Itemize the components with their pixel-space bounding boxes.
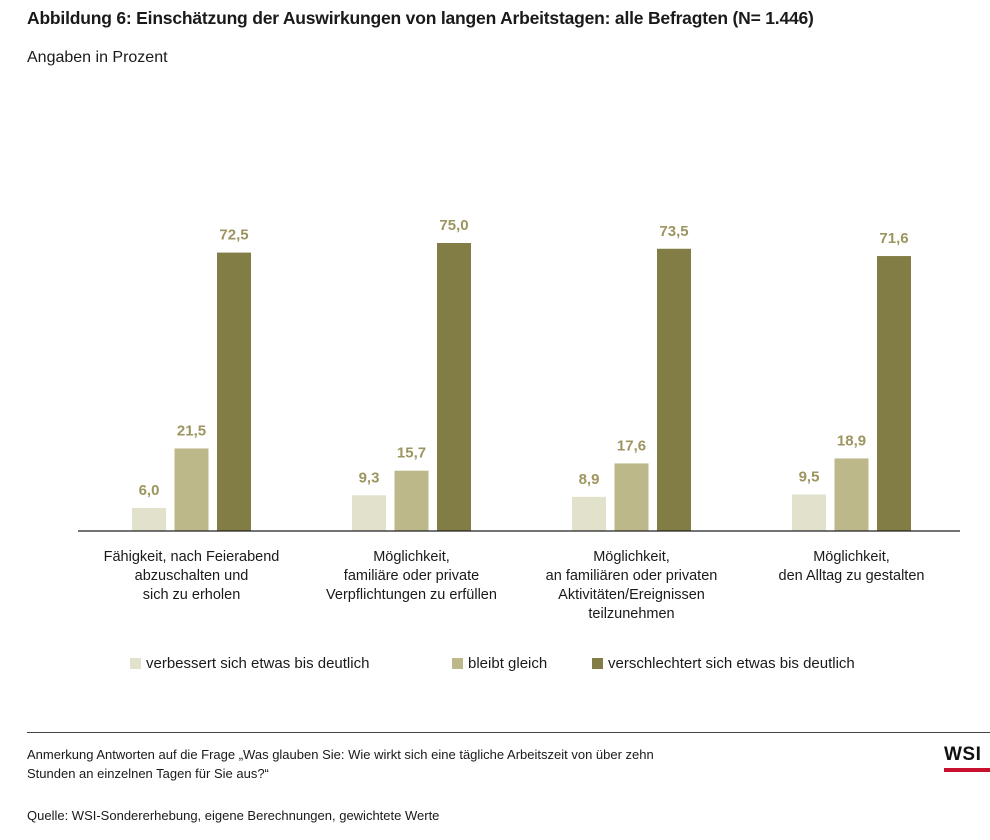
data-label-series3-cat3: 73,5 xyxy=(659,223,688,240)
bar-series3-cat1 xyxy=(217,252,251,531)
legend-item-1: verbessert sich etwas bis deutlich xyxy=(130,655,369,672)
bar-series2-cat1 xyxy=(174,448,209,531)
category-label-1-line-2: abzuschalten und xyxy=(134,568,249,584)
category-label-3: Möglichkeit, an familiären oder privaten A… xyxy=(517,548,747,624)
legend-swatch-1 xyxy=(130,658,141,669)
legend-label-1: verbessert sich etwas bis deutlich xyxy=(146,655,370,672)
data-label-series2-cat4: 18,9 xyxy=(837,432,866,449)
footnote-line-1: Anmerkung Antworten auf die Frage „Was g… xyxy=(27,747,654,762)
legend-item-2: bleibt gleich xyxy=(452,655,547,672)
chart-title: Abbildung 6: Einschätzung der Auswirkung… xyxy=(27,8,814,28)
data-label-series2-cat2: 15,7 xyxy=(397,445,426,462)
bar-series2-cat2 xyxy=(394,470,429,531)
wsi-logo: WSI xyxy=(944,744,982,765)
category-label-1: Fähigkeit, nach Feierabend abzuschalten u… xyxy=(77,548,307,605)
category-label-2-line-1: Möglichkeit, xyxy=(373,549,450,565)
footnote: Anmerkung Antworten auf die Frage „Was g… xyxy=(27,745,827,783)
legend-item-3: verschlechtert sich etwas bis deutlich xyxy=(592,655,855,672)
category-label-1-line-1: Fähigkeit, nach Feierabend xyxy=(103,549,280,565)
category-label-3-line-2: an familiären oder privaten xyxy=(545,568,718,584)
data-label-series1-cat2: 9,3 xyxy=(359,469,380,486)
data-label-series1-cat1: 6,0 xyxy=(139,482,160,499)
bar-series3-cat4 xyxy=(877,256,911,531)
bar-chart: 6,0 21,5 72,5 9,3 15,7 75,0 8,9 17,6 73,5 9,5 18,9… xyxy=(78,217,960,532)
bar-series1-cat1 xyxy=(132,507,166,531)
bar-series1-cat4 xyxy=(792,494,826,531)
footnote-line-2: Stunden an einzelnen Tagen für Sie aus?“ xyxy=(27,766,269,781)
category-label-4-line-2: den Alltag zu gestalten xyxy=(778,568,925,584)
category-label-3-line-4: teilzunehmen xyxy=(588,606,675,622)
data-label-series3-cat1: 72,5 xyxy=(219,227,248,244)
legend-label-3: verschlechtert sich etwas bis deutlich xyxy=(608,655,855,672)
bar-series3-cat3 xyxy=(657,248,691,531)
bar-series1-cat2 xyxy=(352,495,386,531)
bar-series2-cat3 xyxy=(614,463,649,531)
category-label-3-line-1: Möglichkeit, xyxy=(593,549,670,565)
category-label-2-line-2: familiäre oder private xyxy=(343,568,480,584)
source-note: Quelle: WSI-Sondererhebung, eigene Berec… xyxy=(27,808,440,823)
legend-swatch-3 xyxy=(592,658,603,669)
category-label-4: Möglichkeit, den Alltag zu gestalten xyxy=(737,548,967,586)
data-label-series1-cat4: 9,5 xyxy=(799,469,820,486)
category-label-3-line-3: Aktivitäten/Ereignissen xyxy=(558,587,705,603)
category-label-2: Möglichkeit, familiäre oder private Verpfl… xyxy=(297,548,527,605)
data-label-series2-cat1: 21,5 xyxy=(177,422,206,439)
bar-series1-cat3 xyxy=(572,496,606,531)
bar-series3-cat2 xyxy=(437,243,471,531)
category-label-1-line-3: sich zu erholen xyxy=(142,587,241,603)
chart-subtitle: Angaben in Prozent xyxy=(27,49,168,66)
category-label-4-line-1: Möglichkeit, xyxy=(813,549,890,565)
legend-swatch-2 xyxy=(452,658,463,669)
logo-accent-bar xyxy=(944,768,990,772)
data-label-series1-cat3: 8,9 xyxy=(579,471,600,488)
category-label-2-line-3: Verpflichtungen zu erfüllen xyxy=(326,587,497,603)
legend-label-2: bleibt gleich xyxy=(468,655,548,672)
footer-divider xyxy=(27,732,990,733)
data-label-series3-cat4: 71,6 xyxy=(879,230,908,247)
data-label-series3-cat2: 75,0 xyxy=(439,217,468,234)
bar-series2-cat4 xyxy=(834,458,869,531)
data-label-series2-cat3: 17,6 xyxy=(617,437,646,454)
